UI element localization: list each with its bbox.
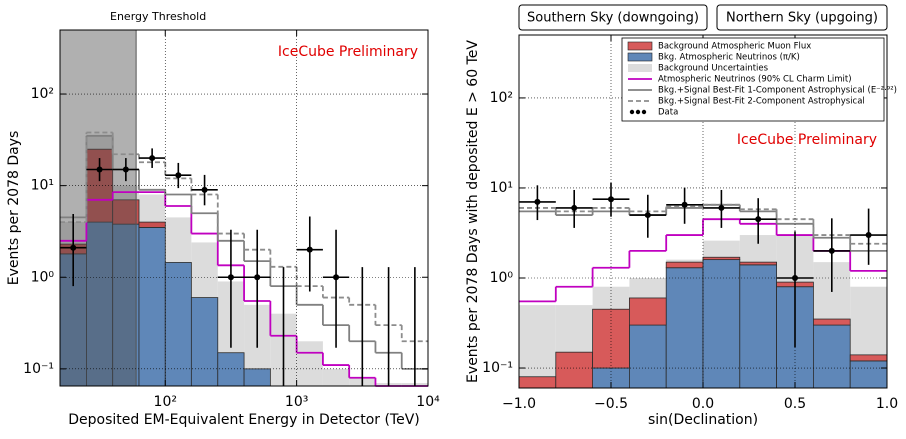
annotation: IceCube Preliminary — [278, 44, 418, 60]
y-tick-label: 10⁻¹ — [23, 361, 54, 377]
y-tick-label: 10² — [31, 86, 54, 102]
data-point — [122, 166, 129, 173]
data-point — [254, 274, 261, 281]
stack-bar — [665, 261, 704, 269]
x-tick-label: 10⁴ — [416, 394, 440, 410]
legend-swatch — [628, 64, 652, 72]
stack-bar — [164, 262, 192, 387]
x-tick-label: 0.5 — [784, 396, 806, 412]
stack-bar — [138, 221, 166, 228]
data-point — [755, 216, 762, 223]
legend-label: Bkg.+Signal Best-Fit 1-Component Astroph… — [658, 86, 897, 96]
y-axis-label: Events per 2078 Days with deposited E > … — [465, 40, 481, 383]
threshold-label: Energy Threshold — [110, 10, 206, 23]
stack-bar — [739, 264, 777, 389]
data-point — [333, 274, 340, 281]
stack-bar — [138, 227, 166, 387]
legend-label: Background Atmospheric Muon Flux — [658, 42, 811, 52]
legend-label: Bkg.+Signal Best-Fit 2-Component Astroph… — [658, 97, 865, 107]
data-point — [70, 244, 77, 251]
region-label: Northern Sky (upgoing) — [726, 11, 878, 26]
stack-bar — [629, 324, 667, 389]
stack-bar — [629, 297, 667, 326]
y-tick-label: 10⁰ — [31, 269, 55, 285]
stack-bar — [813, 318, 851, 326]
stack-bar — [665, 267, 704, 389]
legend-swatch — [629, 109, 635, 115]
stack-bar — [813, 324, 851, 389]
data-point — [865, 232, 872, 239]
plot-frame — [59, 29, 429, 387]
region-box — [716, 4, 888, 31]
stack-bar — [702, 256, 741, 261]
y-tick-label: 10² — [490, 90, 513, 106]
data-point — [96, 166, 103, 173]
data-point — [792, 274, 798, 281]
threshold-region — [60, 30, 137, 386]
legend-label: Data — [658, 108, 678, 118]
data-point — [175, 172, 182, 179]
stack-bar — [112, 199, 140, 225]
y-tick-label: 10⁰ — [490, 270, 514, 286]
uncertainty-bar — [519, 305, 556, 388]
data-point — [149, 155, 156, 162]
stack-bar — [112, 223, 140, 387]
legend-swatch — [627, 52, 653, 62]
stack-bar — [555, 351, 593, 389]
data-point — [227, 274, 234, 281]
y-axis-label: Events per 2078 Days — [6, 131, 22, 286]
uncertainty-bar — [296, 341, 323, 386]
x-tick-label: −1.0 — [502, 396, 536, 412]
stack-bar — [518, 376, 557, 389]
data-point — [718, 204, 725, 211]
stack-bar — [849, 354, 888, 362]
legend-label: Background Uncertainties — [658, 64, 769, 74]
stack-bar — [702, 259, 741, 389]
stack-bar — [739, 261, 777, 266]
data-point — [534, 198, 541, 205]
x-axis-label: Deposited EM-Equivalent Energy in Detect… — [68, 412, 420, 428]
legend-swatch — [641, 109, 647, 115]
legend-label: Atmospheric Neutrinos (90% CL Charm Limi… — [658, 75, 852, 85]
stack-bar — [217, 352, 245, 387]
stack-bar — [190, 297, 219, 387]
legend-box — [621, 37, 885, 122]
x-tick-label: 10³ — [285, 394, 308, 410]
data-point — [571, 204, 578, 211]
x-tick-label: 0.0 — [692, 396, 714, 412]
region-box — [518, 4, 708, 31]
data-point — [681, 201, 688, 208]
stack-bar — [243, 368, 271, 387]
data-point — [644, 212, 651, 219]
legend-swatch — [627, 41, 653, 51]
legend-swatch — [635, 109, 641, 115]
annotation: IceCube Preliminary — [737, 132, 877, 148]
uncertainty-bar — [322, 368, 350, 386]
x-tick-label: −0.5 — [594, 396, 628, 412]
x-axis-label: sin(Declination) — [648, 412, 758, 428]
y-tick-label: 10⁻¹ — [482, 360, 513, 376]
legend-label: Bkg. Atmospheric Neutrinos (π/K) — [658, 53, 800, 63]
y-tick-label: 10¹ — [490, 180, 513, 196]
y-tick-label: 10¹ — [31, 178, 54, 194]
data-point — [608, 196, 614, 203]
data-point — [201, 186, 208, 193]
data-point — [828, 247, 835, 254]
data-point — [306, 246, 313, 253]
stack-bar — [849, 360, 888, 389]
x-tick-label: 10² — [154, 394, 177, 410]
region-label: Southern Sky (downgoing) — [527, 11, 699, 26]
x-tick-label: 1.0 — [876, 396, 898, 412]
